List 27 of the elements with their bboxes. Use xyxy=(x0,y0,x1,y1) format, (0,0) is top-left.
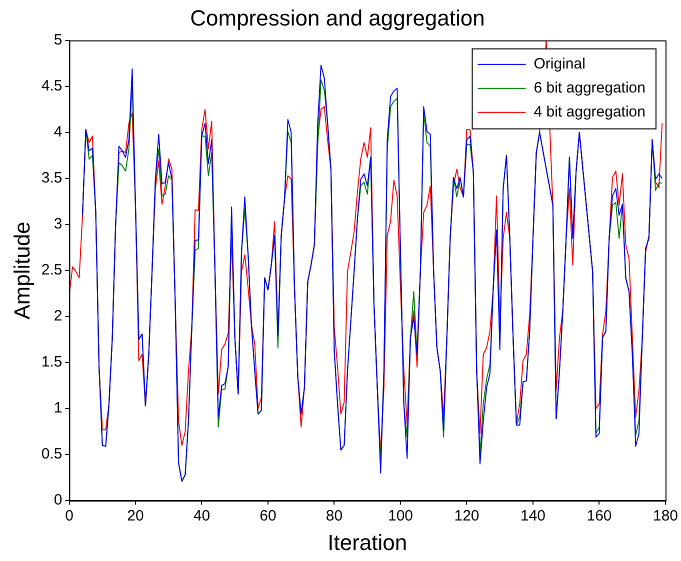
y-tick-label: 1 xyxy=(54,400,62,417)
x-tick-label: 20 xyxy=(127,508,144,525)
x-tick-label: 120 xyxy=(454,508,480,525)
chart-title: Compression and aggregation xyxy=(190,5,485,30)
legend-label: Original xyxy=(534,56,586,73)
y-tick-label: 2 xyxy=(54,308,62,325)
x-tick-label: 160 xyxy=(586,508,612,525)
y-tick-label: 3.5 xyxy=(41,170,62,187)
x-tick-label: 140 xyxy=(520,508,546,525)
x-tick-label: 180 xyxy=(652,508,678,525)
y-tick-label: 4.5 xyxy=(41,78,62,95)
y-axis-title: Amplitude xyxy=(9,222,34,320)
x-axis-title: Iteration xyxy=(328,530,408,555)
x-tick-label: 80 xyxy=(326,508,343,525)
x-tick-label: 100 xyxy=(388,508,414,525)
y-tick-label: 2.5 xyxy=(41,262,62,279)
x-tick-label: 0 xyxy=(65,508,74,525)
legend-label: 6 bit aggregation xyxy=(534,80,646,97)
legend-label: 4 bit aggregation xyxy=(534,104,646,121)
y-tick-label: 5 xyxy=(54,32,62,49)
y-tick-label: 1.5 xyxy=(41,354,62,371)
y-tick-label: 4 xyxy=(54,124,62,141)
y-tick-label: 0.5 xyxy=(41,446,62,463)
y-tick-label: 3 xyxy=(54,216,62,233)
x-tick-label: 40 xyxy=(193,508,210,525)
y-tick-label: 0 xyxy=(54,492,62,509)
x-tick-label: 60 xyxy=(260,508,276,525)
